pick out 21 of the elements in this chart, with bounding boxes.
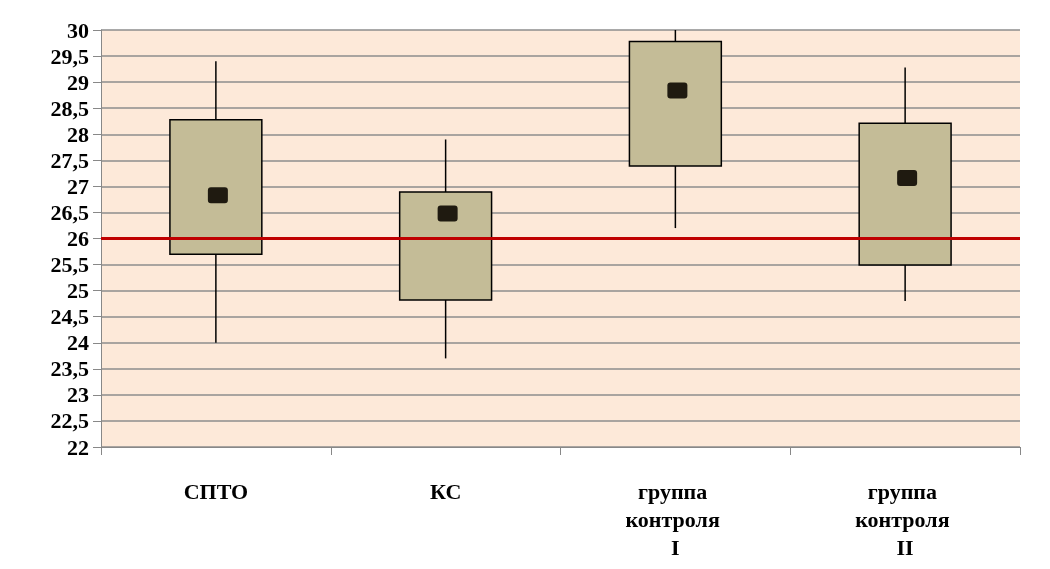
- y-tick-label: 26: [67, 226, 89, 251]
- y-tick-label: 23,5: [50, 356, 89, 382]
- y-tick-label: 28,5: [50, 95, 89, 121]
- y-tick-label: 24: [67, 330, 89, 356]
- y-tick-label: 29,5: [50, 43, 89, 69]
- y-tick-label: 24,5: [50, 304, 89, 330]
- y-tick-label: 29: [67, 69, 89, 95]
- x-tick-label: группа контроля II: [855, 478, 956, 560]
- y-tick-label: 26,5: [50, 199, 89, 225]
- x-tick-label: СПТО: [183, 478, 249, 504]
- x-tick-label: группа контроля I: [625, 478, 726, 560]
- y-tick-label: 23: [67, 382, 89, 408]
- y-tick-label: 30: [67, 17, 89, 43]
- y-tick-label: 25,5: [50, 252, 89, 278]
- y-tick-label: 22: [67, 434, 89, 460]
- y-tick-label: 27,5: [50, 147, 89, 173]
- x-tick-label: КС: [429, 478, 462, 504]
- y-tick-label: 28: [67, 121, 89, 147]
- y-tick-label: 25: [67, 278, 89, 304]
- y-tick-label: 22,5: [50, 408, 89, 434]
- y-tick-label: 27: [67, 173, 89, 199]
